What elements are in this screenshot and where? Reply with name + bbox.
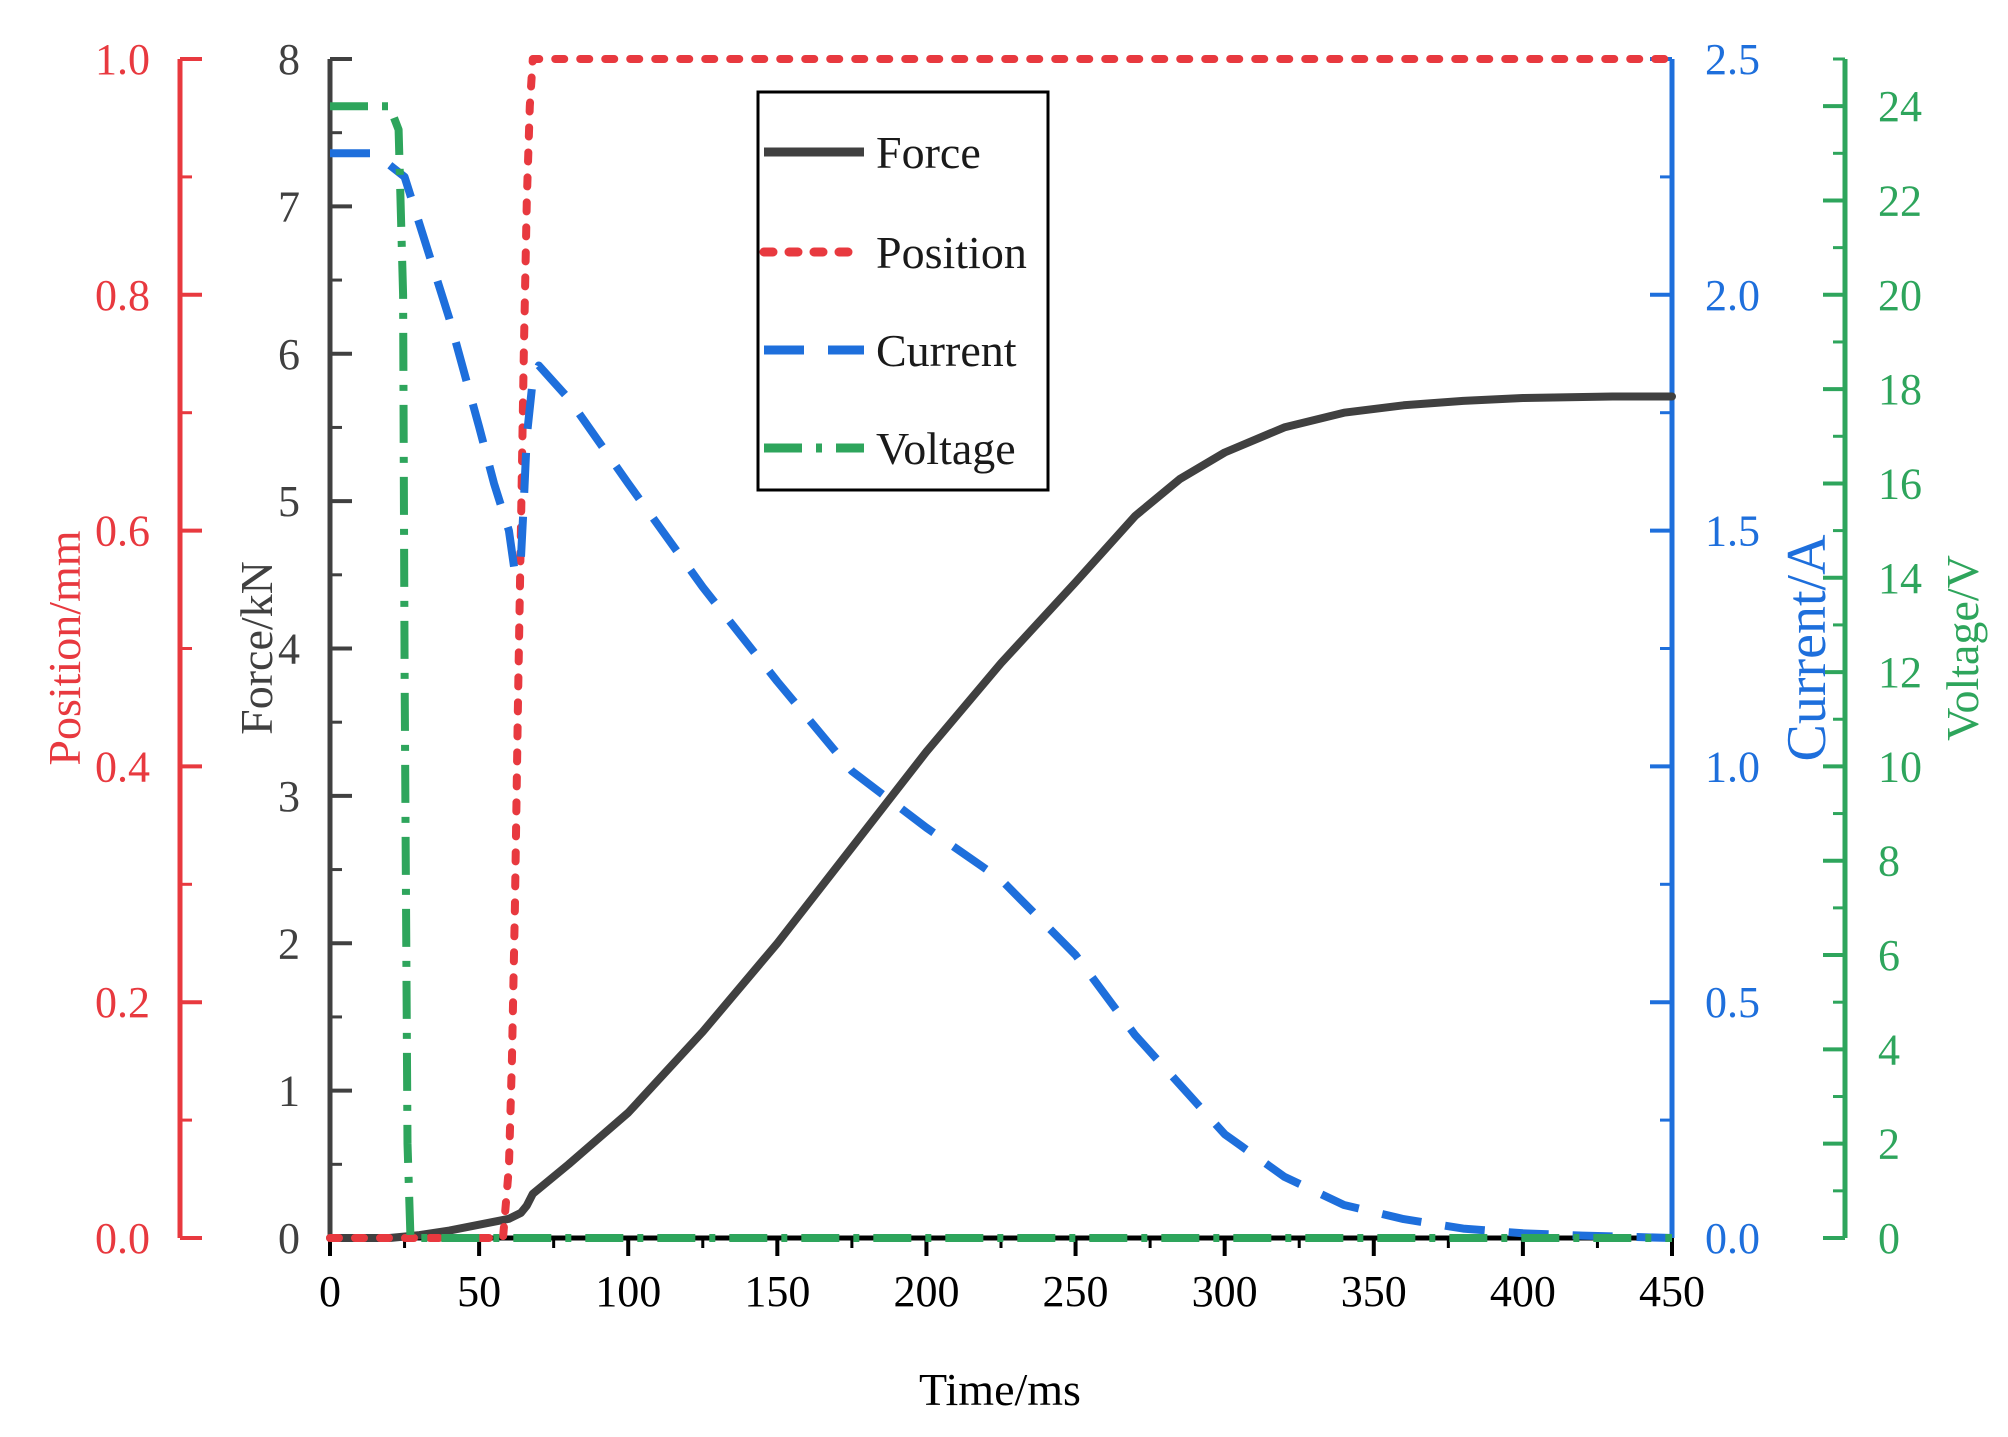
- position-tick-label: 0.6: [95, 507, 150, 556]
- voltage-tick-label: 8: [1878, 837, 1900, 886]
- voltage-tick-label: 18: [1878, 365, 1922, 414]
- current-tick-label: 2.0: [1705, 271, 1760, 320]
- x-tick-label: 450: [1639, 1267, 1705, 1316]
- legend: Force Position Current Voltage: [756, 90, 1050, 492]
- position-axis-title: Position/mm: [39, 530, 90, 765]
- position-tick-label: 0.4: [95, 742, 150, 791]
- series-voltage-line: [330, 102, 1672, 1242]
- current-tick-label: 1.0: [1705, 742, 1760, 791]
- x-tick-label: 200: [893, 1267, 959, 1316]
- current-axis-title: Current/A: [1776, 534, 1838, 762]
- series-force-line: [326, 392, 1676, 1242]
- x-tick-label: 100: [595, 1267, 661, 1316]
- force-tick-label: 3: [278, 772, 300, 821]
- axis-titles: Time/ms Force/kN Position/mm Current/A V…: [39, 530, 1988, 1415]
- x-tick-label: 150: [744, 1267, 810, 1316]
- voltage-tick-label: 10: [1878, 742, 1922, 791]
- voltage-tick-label: 20: [1878, 271, 1922, 320]
- voltage-tick-label: 0: [1878, 1214, 1900, 1263]
- voltage-tick-label: 2: [1878, 1120, 1900, 1169]
- series-current-line: [330, 149, 1673, 1242]
- force-axis-title: Force/kN: [231, 561, 282, 735]
- current-tick-label: 1.5: [1705, 507, 1760, 556]
- legend-label-force: Force: [876, 127, 981, 178]
- current-tick-label: 2.5: [1705, 35, 1760, 84]
- voltage-tick-label: 6: [1878, 931, 1900, 980]
- current-tick-label: 0.5: [1705, 978, 1760, 1027]
- force-tick-label: 4: [278, 625, 300, 674]
- x-axis-title: Time/ms: [919, 1364, 1081, 1415]
- legend-label-voltage: Voltage: [876, 423, 1016, 474]
- voltage-tick-label: 4: [1878, 1025, 1900, 1074]
- force-tick-label: 1: [278, 1067, 300, 1116]
- current-tick-label: 0.0: [1705, 1214, 1760, 1263]
- x-tick-label: 300: [1192, 1267, 1258, 1316]
- ticks-layer: 0 50 100 150 200 250 300 350 400 4500123456780.00…: [95, 35, 1922, 1316]
- x-tick-label: 400: [1490, 1267, 1556, 1316]
- x-tick-label: 250: [1043, 1267, 1109, 1316]
- x-tick-label: 0: [319, 1267, 341, 1316]
- voltage-tick-label: 14: [1878, 554, 1922, 603]
- series-layer: [326, 55, 1676, 1242]
- voltage-axis-title: Voltage/V: [1937, 555, 1988, 741]
- voltage-tick-label: 12: [1878, 648, 1922, 697]
- position-tick-label: 1.0: [95, 35, 150, 84]
- legend-label-current: Current: [876, 325, 1017, 376]
- force-tick-label: 6: [278, 330, 300, 379]
- legend-box: [756, 90, 1050, 492]
- legend-label-position: Position: [876, 227, 1027, 278]
- voltage-tick-label: 16: [1878, 459, 1922, 508]
- force-tick-label: 2: [278, 919, 300, 968]
- x-tick-label: 350: [1341, 1267, 1407, 1316]
- voltage-tick-label: 24: [1878, 82, 1922, 131]
- position-tick-label: 0.8: [95, 271, 150, 320]
- force-tick-label: 7: [278, 182, 300, 231]
- voltage-tick-label: 22: [1878, 176, 1922, 225]
- force-tick-label: 5: [278, 477, 300, 526]
- force-tick-label: 0: [278, 1214, 300, 1263]
- position-tick-label: 0.0: [95, 1214, 150, 1263]
- x-tick-label: 50: [457, 1267, 501, 1316]
- force-tick-label: 8: [278, 35, 300, 84]
- position-tick-label: 0.2: [95, 978, 150, 1027]
